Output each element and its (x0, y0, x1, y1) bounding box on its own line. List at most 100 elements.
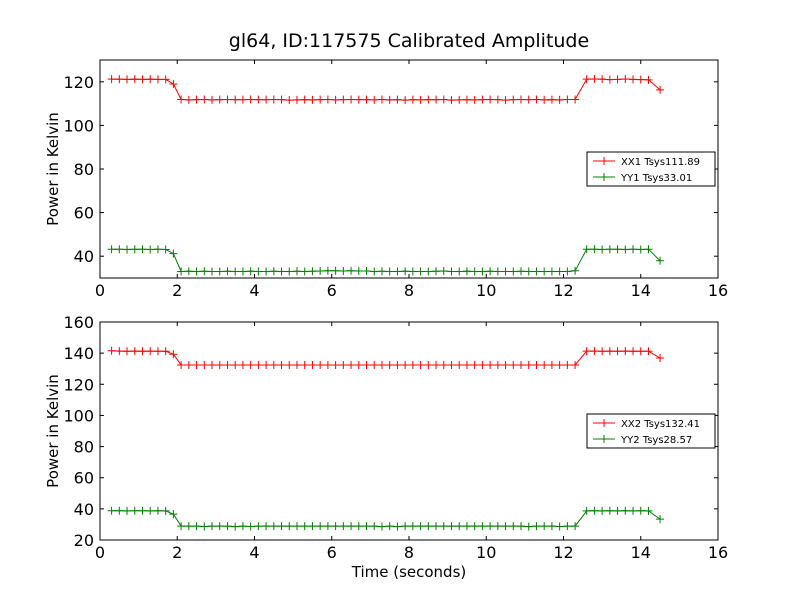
data-point (540, 95, 549, 104)
data-point (362, 522, 371, 531)
data-point (439, 95, 448, 104)
data-point (231, 522, 240, 531)
data-point (138, 506, 147, 515)
data-point (169, 510, 178, 519)
data-point (478, 95, 487, 104)
x-tick-label: 0 (95, 281, 105, 300)
data-point (555, 522, 564, 531)
data-point (629, 75, 638, 84)
data-point (424, 95, 433, 104)
data-point (439, 360, 448, 369)
data-point (123, 75, 132, 84)
data-point (582, 347, 591, 356)
data-point (192, 522, 201, 531)
data-point (598, 506, 607, 515)
data-point (447, 360, 456, 369)
data-point (339, 360, 348, 369)
y-axis-label: Power in Kelvin (44, 112, 62, 226)
data-point (629, 347, 638, 356)
legend-entry: XX1 Tsys111.89 (621, 157, 700, 168)
data-point (432, 360, 441, 369)
data-point (598, 347, 607, 356)
data-point (262, 360, 271, 369)
data-point (524, 360, 533, 369)
legend-swatch-marker (600, 157, 608, 165)
data-point (621, 74, 630, 83)
data-point (169, 249, 178, 258)
data-point (130, 245, 139, 254)
data-point (269, 522, 278, 531)
data-point (401, 360, 410, 369)
data-point (582, 506, 591, 515)
data-point (501, 360, 510, 369)
data-point (238, 267, 247, 276)
data-point (621, 506, 630, 515)
data-point (370, 95, 379, 104)
data-point (316, 360, 325, 369)
data-point (161, 245, 170, 254)
data-point (285, 267, 294, 276)
data-point (462, 522, 471, 531)
data-point (447, 522, 456, 531)
data-point (153, 347, 162, 356)
x-tick-label: 16 (708, 281, 728, 300)
data-point (331, 360, 340, 369)
data-point (107, 346, 116, 355)
data-point (636, 506, 645, 515)
data-point (563, 95, 572, 104)
data-point (146, 75, 155, 84)
data-point (208, 522, 217, 531)
data-point (300, 267, 309, 276)
data-point (401, 96, 410, 105)
y-tick-label: 100 (63, 116, 94, 135)
legend-swatch-marker (600, 419, 608, 427)
data-point (223, 95, 232, 104)
data-point (408, 522, 417, 531)
data-point (331, 95, 340, 104)
data-point (509, 522, 518, 531)
data-point (254, 95, 263, 104)
data-point (517, 267, 526, 276)
data-point (200, 522, 209, 531)
data-point (636, 347, 645, 356)
data-point (262, 95, 271, 104)
data-point (401, 267, 410, 276)
legend-entry: XX2 Tsys132.41 (621, 419, 700, 430)
y-tick-label: 140 (63, 344, 94, 363)
data-point (393, 360, 402, 369)
data-point (598, 75, 607, 84)
data-point (416, 267, 425, 276)
data-point (292, 360, 301, 369)
data-point (486, 360, 495, 369)
data-point (347, 95, 356, 104)
data-point (238, 522, 247, 531)
data-point (629, 245, 638, 254)
data-point (354, 267, 363, 276)
data-point (416, 360, 425, 369)
data-point (524, 95, 533, 104)
data-point (501, 96, 510, 105)
x-tick-label: 2 (172, 543, 182, 562)
data-point (277, 95, 286, 104)
data-point (605, 75, 614, 84)
series-1 (107, 74, 665, 105)
data-point (540, 522, 549, 531)
data-point (169, 79, 178, 88)
data-point (223, 267, 232, 276)
data-point (462, 95, 471, 104)
y-tick-label: 100 (63, 406, 94, 425)
data-point (532, 360, 541, 369)
data-point (439, 267, 448, 276)
data-point (432, 267, 441, 276)
legend: XX1 Tsys111.89 YY1 Tsys33.01 (586, 151, 716, 187)
data-point (292, 95, 301, 104)
data-point (408, 267, 417, 276)
data-point (308, 360, 317, 369)
data-point (644, 506, 653, 515)
data-point (590, 74, 599, 83)
data-point (598, 245, 607, 254)
data-point (347, 360, 356, 369)
data-point (362, 267, 371, 276)
data-point (547, 95, 556, 104)
